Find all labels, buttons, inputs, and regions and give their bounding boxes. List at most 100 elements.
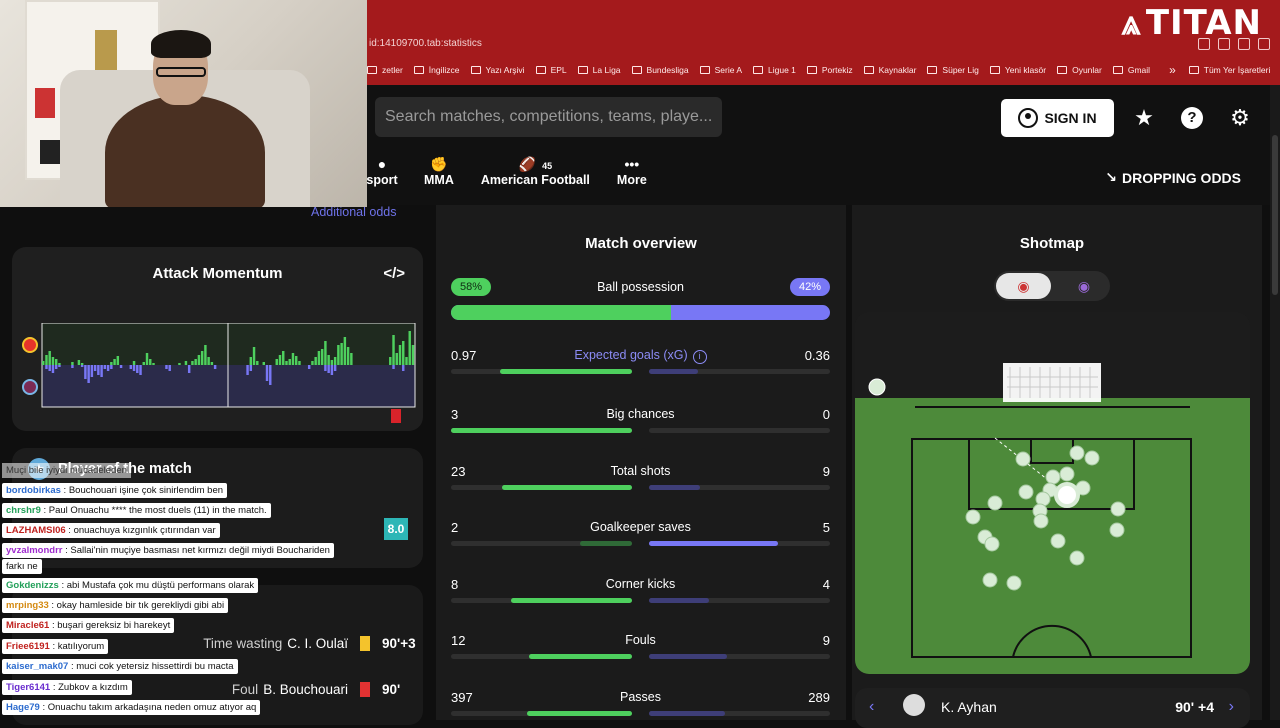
stat-away-track [649, 485, 830, 490]
embed-code-icon[interactable]: </> [383, 265, 405, 282]
settings-gear-icon[interactable]: ⚙ [1230, 105, 1250, 130]
bookmark-star-icon[interactable] [1258, 38, 1270, 50]
momentum-bar-away [213, 365, 217, 369]
screenshot-icon[interactable] [1198, 38, 1210, 50]
more-bookmarks-icon[interactable]: » [1169, 63, 1176, 77]
momentum-bar-home [184, 361, 188, 365]
help-icon[interactable]: ? [1179, 105, 1205, 131]
search-input[interactable]: Search matches, competitions, teams, pla… [375, 97, 722, 137]
shot-marker[interactable] [987, 495, 1003, 511]
incident-player[interactable]: B. Bouchouari [263, 682, 348, 697]
bookmark-folder[interactable]: La Liga [577, 65, 621, 75]
momentum-bar-away [90, 365, 94, 377]
stat-label: Fouls [625, 633, 656, 647]
momentum-bar-away [71, 365, 74, 368]
folder-icon [413, 66, 424, 74]
shot-marker[interactable] [1059, 466, 1075, 482]
stat-home-track [451, 428, 632, 433]
streamer-hair [151, 30, 211, 58]
bookmark-folder[interactable]: Bundesliga [631, 65, 689, 75]
momentum-bar-home [402, 341, 405, 365]
shot-marker[interactable] [868, 378, 886, 396]
bookmark-folder[interactable]: zetler [367, 65, 403, 75]
stat-away-track [649, 598, 830, 603]
bookmark-folder[interactable]: Gmail [1112, 65, 1151, 75]
chat-username: mrping33 [6, 600, 49, 611]
shot-marker[interactable] [1110, 501, 1126, 517]
shot-marker[interactable] [1033, 513, 1049, 529]
url-text[interactable]: id:14109700.tab:statistics [369, 38, 482, 49]
possession-away: 42% [789, 278, 830, 296]
stat-away-bar [649, 598, 709, 603]
team-toggle: ◉ ◉ [994, 271, 1110, 301]
shot-marker[interactable] [1050, 533, 1066, 549]
shot-marker[interactable] [1069, 550, 1085, 566]
away-team-toggle[interactable]: ◉ [1062, 273, 1106, 299]
stat-row: 12 Fouls 9 [451, 633, 830, 663]
momentum-bar-home [204, 345, 207, 365]
dropping-odds-link[interactable]: ↘ DROPPING ODDS [1105, 169, 1241, 186]
bookmark-folder[interactable]: Yeni klasör [989, 65, 1046, 75]
momentum-bar-home [200, 351, 204, 365]
additional-odds-link[interactable]: Additional odds [311, 205, 397, 219]
shot-player-name[interactable]: K. Ayhan [941, 699, 997, 715]
shot-marker[interactable] [1015, 451, 1031, 467]
chat-text: : abi Mustafa çok mu düştü performans ol… [61, 580, 255, 591]
momentum-bar-home [45, 355, 48, 365]
bookmark-folder[interactable]: EPL [535, 65, 567, 75]
next-shot-arrow-icon[interactable]: › [1228, 698, 1234, 715]
scroll-thumb[interactable] [1272, 135, 1278, 295]
shot-marker[interactable] [1018, 484, 1034, 500]
incident-minute: 90' [382, 682, 401, 697]
more-icon: ••• [624, 156, 640, 172]
zoom-icon[interactable] [1218, 38, 1230, 50]
nav-item-american-football[interactable]: 🏈 45 American Football [481, 155, 590, 195]
incident-player[interactable]: C. I. Oulaï [287, 636, 348, 651]
shot-marker[interactable] [1045, 469, 1061, 485]
shot-marker[interactable] [965, 509, 981, 525]
shot-marker[interactable] [1084, 450, 1100, 466]
chat-message: bordobirkas : Bouchouari işine çok sinir… [2, 483, 228, 498]
all-bookmarks[interactable]: Tüm Yer İşaretleri [1188, 65, 1270, 75]
chat-text: farkı ne [6, 561, 38, 572]
bookmark-folder[interactable]: Süper Lig [927, 65, 979, 75]
nav-item-more[interactable]: ••• More [617, 155, 647, 195]
nav-item-sport[interactable]: ● sport [366, 155, 397, 195]
home-team-toggle[interactable]: ◉ [996, 273, 1051, 299]
bookmark-label: Gmail [1127, 65, 1151, 75]
sign-in-button[interactable]: SIGN IN [1001, 99, 1114, 137]
streamer-webcam [0, 0, 367, 207]
bookmark-folder[interactable]: Ligue 1 [753, 65, 796, 75]
momentum-bar-home [343, 337, 347, 365]
stat-home-track [451, 485, 632, 490]
info-icon[interactable]: i [692, 350, 707, 364]
chat-message: farkı ne [2, 559, 42, 574]
momentum-bar-away [103, 365, 107, 369]
momentum-bar-home [262, 362, 265, 365]
stat-home-bar [510, 598, 632, 603]
shot-marker[interactable] [1069, 445, 1085, 461]
shot-marker[interactable] [984, 536, 1000, 552]
page-scrollbar[interactable] [1270, 85, 1280, 720]
dropping-odds-label: DROPPING ODDS [1121, 169, 1241, 186]
previous-shot-arrow-icon[interactable]: ‹ [869, 698, 875, 715]
selected-shot-marker[interactable] [1054, 482, 1080, 508]
favorites-star-icon[interactable]: ★ [1134, 105, 1154, 130]
stat-home-track [451, 369, 632, 374]
bookmark-folder[interactable]: Oyunlar [1057, 65, 1102, 75]
bookmark-folder[interactable]: İngilizce [413, 65, 460, 75]
address-bar[interactable]: id:14109700.tab:statistics [367, 31, 1280, 57]
bookmark-folder[interactable]: Portekiz [806, 65, 853, 75]
bookmark-folder[interactable]: Serie A [699, 65, 742, 75]
bookmark-folder[interactable]: Kaynaklar [863, 65, 916, 75]
chat-message: yvzalmondrr : Sallai'nin muçiye basması … [2, 543, 334, 558]
nav-item-mma[interactable]: ✊ MMA [424, 155, 454, 195]
shotmap-pitch[interactable] [855, 312, 1250, 674]
shot-marker[interactable] [982, 572, 998, 588]
bookmark-folder[interactable]: Yazı Arşivi [470, 65, 525, 75]
chat-message: Tiger6141 : Zubkov a kızdım [2, 680, 132, 695]
shot-marker[interactable] [1006, 575, 1022, 591]
share-icon[interactable] [1238, 38, 1250, 50]
chat-username: chrshr9 [6, 505, 41, 516]
shot-marker[interactable] [1109, 522, 1125, 538]
